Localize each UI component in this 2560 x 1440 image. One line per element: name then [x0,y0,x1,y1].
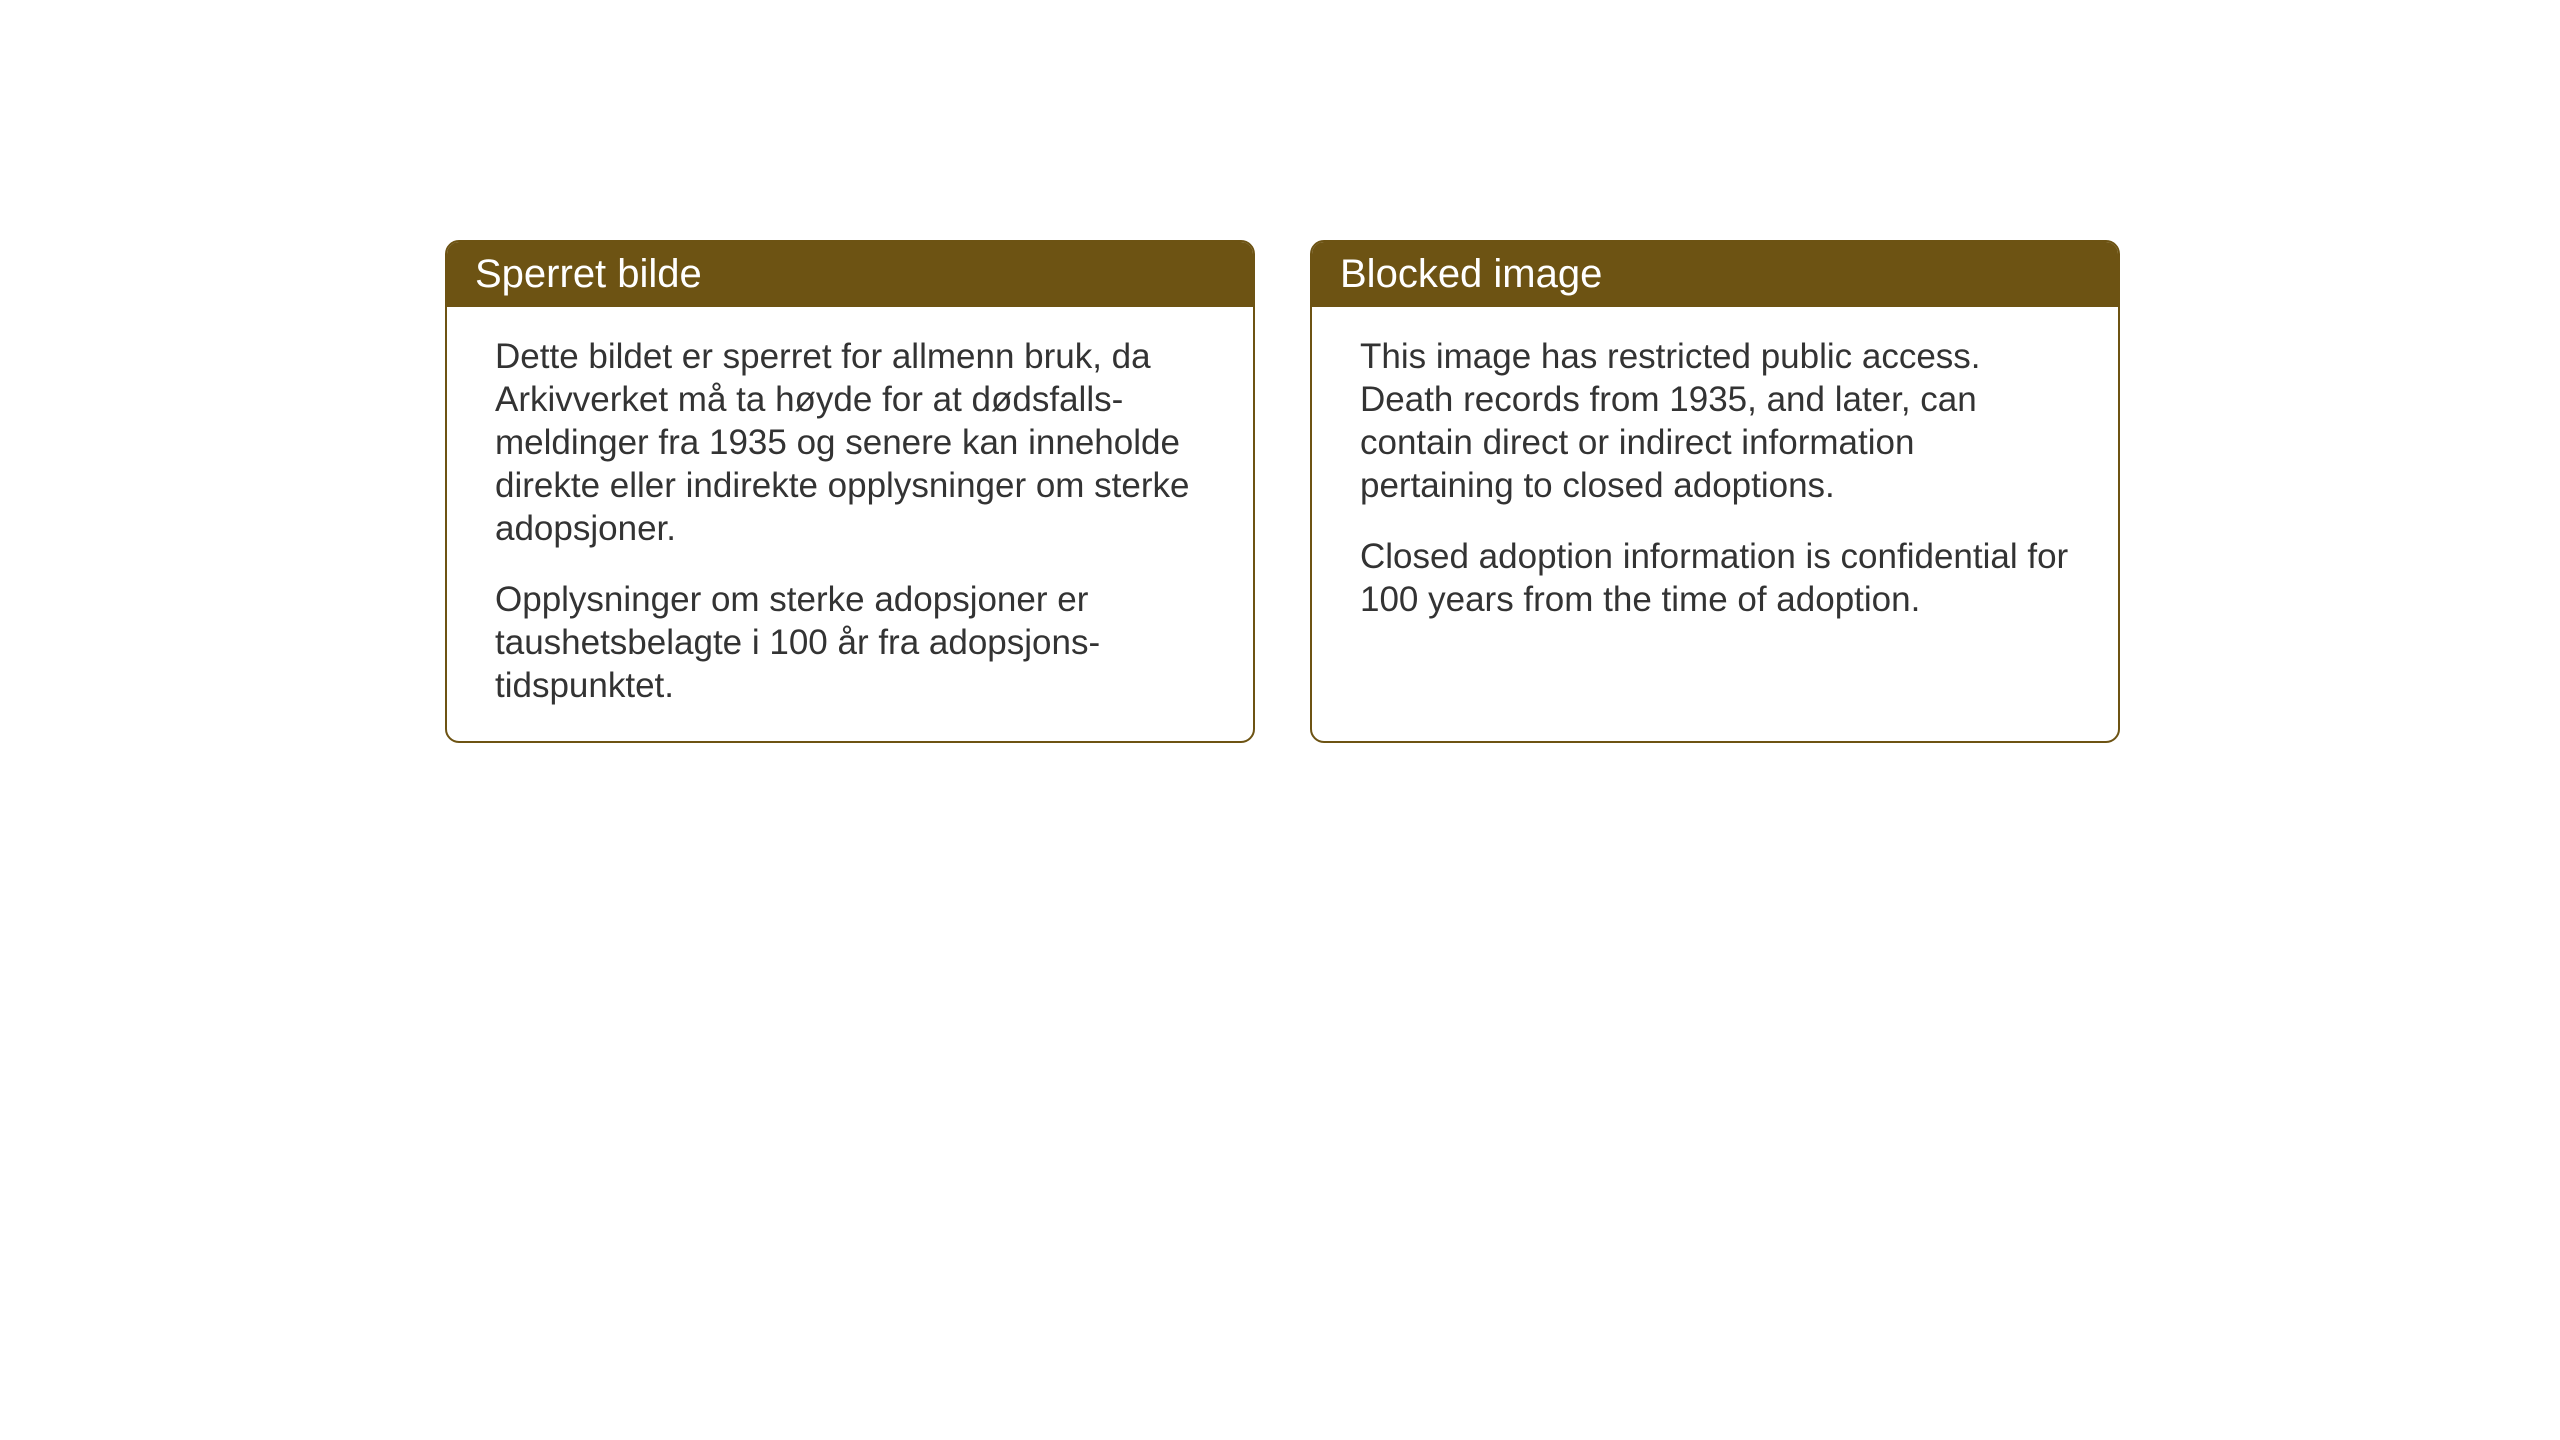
panel-norwegian: Sperret bilde Dette bildet er sperret fo… [445,240,1255,743]
panel-paragraph2-norwegian: Opplysninger om sterke adopsjoner er tau… [495,578,1205,707]
panel-paragraph1-norwegian: Dette bildet er sperret for allmenn bruk… [495,335,1205,550]
panel-title-norwegian: Sperret bilde [475,252,702,296]
panel-body-english: This image has restricted public access.… [1312,307,2118,741]
panel-body-norwegian: Dette bildet er sperret for allmenn bruk… [447,307,1253,741]
panel-english: Blocked image This image has restricted … [1310,240,2120,743]
panel-paragraph1-english: This image has restricted public access.… [1360,335,2070,507]
panels-container: Sperret bilde Dette bildet er sperret fo… [445,240,2120,743]
panel-header-norwegian: Sperret bilde [447,242,1253,307]
panel-paragraph2-english: Closed adoption information is confident… [1360,535,2070,621]
panel-header-english: Blocked image [1312,242,2118,307]
panel-title-english: Blocked image [1340,252,1602,296]
